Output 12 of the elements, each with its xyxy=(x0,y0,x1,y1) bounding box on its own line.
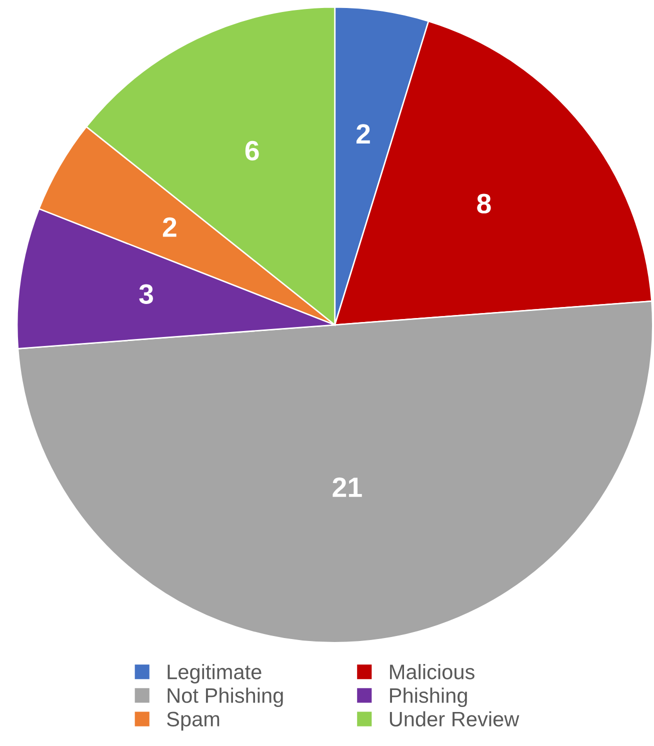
legend-label: Not Phishing xyxy=(168,688,283,708)
data-label: 21 xyxy=(332,477,362,497)
legend-label: Legitimate xyxy=(168,664,262,684)
data-label: 6 xyxy=(245,140,259,161)
legend-label: Spam xyxy=(167,712,220,731)
legend-label: Malicious xyxy=(390,664,474,680)
data-label: 2 xyxy=(356,124,370,144)
data-label: 3 xyxy=(139,284,153,304)
legend-label: Under Review xyxy=(390,711,520,727)
legend-label: Phishing xyxy=(390,688,467,708)
data-label: 8 xyxy=(477,194,491,214)
data-label: 2 xyxy=(162,217,176,237)
